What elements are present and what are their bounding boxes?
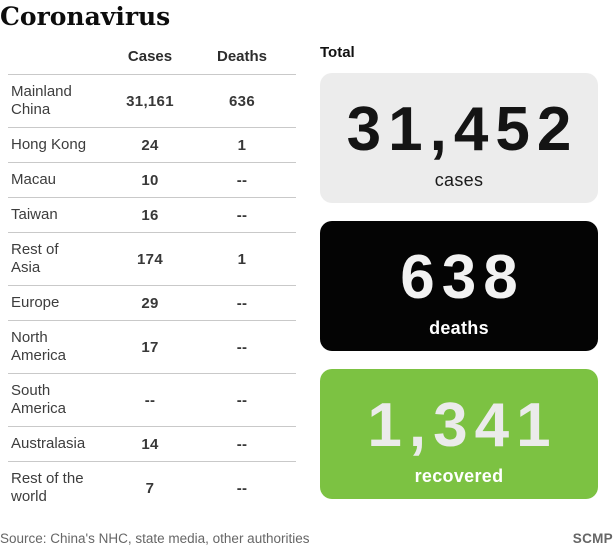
total-value: 1,341 — [367, 391, 558, 460]
table-row: Europe 29 -- — [8, 286, 296, 321]
total-label: deaths — [429, 318, 489, 338]
total-label: cases — [434, 170, 484, 190]
region-cases: 174 — [137, 250, 163, 268]
table-header-row: Cases Deaths — [8, 42, 296, 75]
total-label: recovered — [414, 466, 504, 486]
main-content: Cases Deaths Mainland China 31,161 636 H… — [0, 42, 616, 517]
page-title: Coronavirus — [0, 2, 171, 31]
region-cases: 10 — [141, 171, 159, 189]
region-deaths: -- — [236, 171, 248, 189]
totals-cards: 31,452 cases 638 deaths 1,341 recovered — [320, 73, 598, 499]
region-name: Macau — [11, 171, 57, 188]
footer: Source: China's NHC, state media, other … — [0, 531, 613, 546]
total-value: 31,452 — [346, 95, 579, 164]
region-name: Hong Kong — [11, 136, 87, 153]
region-deaths: -- — [236, 206, 248, 224]
region-cases: 7 — [145, 479, 155, 497]
region-cases: 17 — [141, 338, 159, 356]
cases-column-header: Cases — [127, 48, 173, 65]
region-name: Australasia — [11, 435, 86, 452]
table-row: Hong Kong 24 1 — [8, 128, 296, 163]
region-deaths: -- — [236, 294, 248, 312]
total-card: 31,452 cases — [320, 73, 598, 203]
regions-table-body: Mainland China 31,161 636 Hong Kong 24 1… — [8, 75, 296, 514]
region-name: North America — [11, 329, 67, 364]
region-cases: 29 — [141, 294, 159, 312]
regions-table: Cases Deaths Mainland China 31,161 636 H… — [8, 42, 296, 517]
region-deaths: -- — [236, 338, 248, 356]
region-name: Europe — [11, 294, 60, 311]
region-deaths: -- — [236, 435, 248, 453]
table-row: Rest of Asia 174 1 — [8, 233, 296, 286]
region-name: South America — [11, 382, 67, 417]
region-cases: 24 — [141, 136, 159, 154]
region-deaths: -- — [236, 479, 248, 497]
table-row: Taiwan 16 -- — [8, 198, 296, 233]
region-cases: 31,161 — [126, 92, 174, 110]
table-row: Macau 10 -- — [8, 163, 296, 198]
source-note: Source: China's NHC, state media, other … — [0, 531, 310, 546]
region-cases: 14 — [141, 435, 159, 453]
region-name: Mainland China — [11, 83, 72, 118]
region-deaths: 1 — [237, 136, 247, 154]
deaths-column-header: Deaths — [216, 48, 268, 65]
region-deaths: -- — [236, 391, 248, 409]
total-card: 638 deaths — [320, 221, 598, 351]
region-name: Rest of the world — [11, 470, 84, 505]
table-row: South America -- -- — [8, 374, 296, 427]
table-row: Rest of the world 7 -- — [8, 462, 296, 514]
totals-column: Total 31,452 cases 638 deaths 1,341 reco… — [320, 42, 598, 517]
region-deaths: 1 — [237, 250, 247, 268]
region-cases: 16 — [141, 206, 159, 224]
totals-heading: Total — [320, 44, 355, 61]
table-row: Mainland China 31,161 636 — [8, 75, 296, 128]
table-row: North America 17 -- — [8, 321, 296, 374]
region-name: Rest of Asia — [11, 241, 59, 276]
region-cases: -- — [144, 391, 156, 409]
total-card: 1,341 recovered — [320, 369, 598, 499]
brand-logo: SCMP — [572, 531, 613, 546]
total-value: 638 — [400, 243, 525, 312]
region-name: Taiwan — [11, 206, 58, 223]
region-deaths: 636 — [229, 92, 255, 110]
table-row: Australasia 14 -- — [8, 427, 296, 462]
